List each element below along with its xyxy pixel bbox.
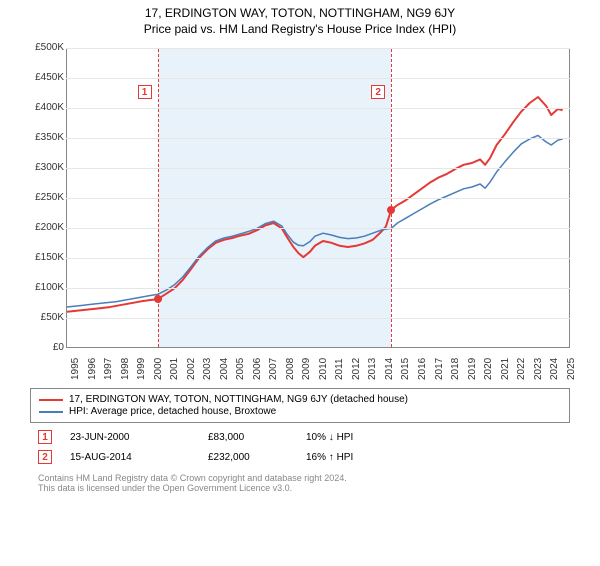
sale-row-pct: 16% ↑ HPI [306, 452, 406, 463]
chart-subtitle: Price paid vs. HM Land Registry's House … [0, 22, 600, 36]
x-tick-label: 2024 [549, 358, 560, 380]
x-tick-label: 2020 [483, 358, 494, 380]
chart-title: 17, ERDINGTON WAY, TOTON, NOTTINGHAM, NG… [0, 6, 600, 20]
gridline [66, 48, 570, 49]
x-tick-label: 1997 [103, 358, 114, 380]
legend-item: HPI: Average price, detached house, Brox… [39, 406, 561, 417]
x-tick-label: 1996 [87, 358, 98, 380]
x-tick-label: 2023 [533, 358, 544, 380]
series-price-paid [67, 97, 563, 312]
y-tick-label: £300K [20, 162, 64, 173]
y-tick-label: £450K [20, 72, 64, 83]
x-tick-label: 2019 [467, 358, 478, 380]
x-tick-label: 2007 [268, 358, 279, 380]
sale-marker-badge: 2 [371, 85, 385, 99]
y-tick-label: £100K [20, 282, 64, 293]
gridline [66, 288, 570, 289]
x-tick-label: 2011 [334, 358, 345, 380]
gridline [66, 78, 570, 79]
gridline [66, 258, 570, 259]
y-tick-label: £250K [20, 192, 64, 203]
x-tick-label: 2006 [252, 358, 263, 380]
legend-label: HPI: Average price, detached house, Brox… [69, 406, 276, 417]
sale-marker-dot [387, 206, 395, 214]
x-tick-label: 2022 [516, 358, 527, 380]
x-tick-label: 1995 [70, 358, 81, 380]
sale-row: 2 15-AUG-2014 £232,000 16% ↑ HPI [30, 447, 570, 467]
x-tick-label: 2005 [235, 358, 246, 380]
sale-row-price: £83,000 [208, 432, 288, 443]
gridline [66, 228, 570, 229]
y-tick-label: £350K [20, 132, 64, 143]
x-tick-label: 2014 [384, 358, 395, 380]
chart-area: 1 2 £0 £50K £100K £150K £200K £250K £300K £350K £… [20, 42, 580, 382]
sale-row-badge: 2 [38, 450, 52, 464]
x-tick-label: 2016 [417, 358, 428, 380]
x-tick-label: 2025 [566, 358, 577, 380]
x-tick-label: 2017 [434, 358, 445, 380]
y-tick-label: £200K [20, 222, 64, 233]
y-tick-label: £150K [20, 252, 64, 263]
x-tick-label: 2009 [301, 358, 312, 380]
sale-row-price: £232,000 [208, 452, 288, 463]
legend: 17, ERDINGTON WAY, TOTON, NOTTINGHAM, NG… [30, 388, 570, 423]
sale-row-date: 23-JUN-2000 [70, 432, 190, 443]
sale-row-date: 15-AUG-2014 [70, 452, 190, 463]
legend-swatch [39, 399, 63, 401]
sale-marker-dot [154, 295, 162, 303]
x-tick-label: 1999 [136, 358, 147, 380]
y-tick-label: £400K [20, 102, 64, 113]
x-tick-label: 2021 [500, 358, 511, 380]
gridline [66, 198, 570, 199]
x-tick-label: 2008 [285, 358, 296, 380]
x-tick-label: 2013 [367, 358, 378, 380]
sale-row-pct: 10% ↓ HPI [306, 432, 406, 443]
x-tick-label: 2003 [202, 358, 213, 380]
legend-label: 17, ERDINGTON WAY, TOTON, NOTTINGHAM, NG… [69, 394, 408, 405]
footer-line2: This data is licensed under the Open Gov… [38, 483, 562, 493]
x-tick-label: 2012 [351, 358, 362, 380]
x-tick-label: 1998 [120, 358, 131, 380]
legend-item: 17, ERDINGTON WAY, TOTON, NOTTINGHAM, NG… [39, 394, 561, 405]
x-tick-label: 2018 [450, 358, 461, 380]
y-tick-label: £50K [20, 312, 64, 323]
footer: Contains HM Land Registry data © Crown c… [30, 473, 570, 493]
x-tick-label: 2000 [153, 358, 164, 380]
x-tick-label: 2015 [400, 358, 411, 380]
footer-line1: Contains HM Land Registry data © Crown c… [38, 473, 562, 483]
x-tick-label: 2002 [186, 358, 197, 380]
y-tick-label: £500K [20, 42, 64, 53]
gridline [66, 108, 570, 109]
x-tick-label: 2010 [318, 358, 329, 380]
y-tick-label: £0 [20, 342, 64, 353]
sale-row: 1 23-JUN-2000 £83,000 10% ↓ HPI [30, 427, 570, 447]
gridline [66, 318, 570, 319]
sale-row-badge: 1 [38, 430, 52, 444]
x-tick-label: 2004 [219, 358, 230, 380]
sales-table: 1 23-JUN-2000 £83,000 10% ↓ HPI 2 15-AUG-2014… [30, 427, 570, 467]
gridline [66, 168, 570, 169]
legend-swatch [39, 411, 63, 413]
gridline [66, 138, 570, 139]
sale-marker-badge: 1 [138, 85, 152, 99]
x-tick-label: 2001 [169, 358, 180, 380]
